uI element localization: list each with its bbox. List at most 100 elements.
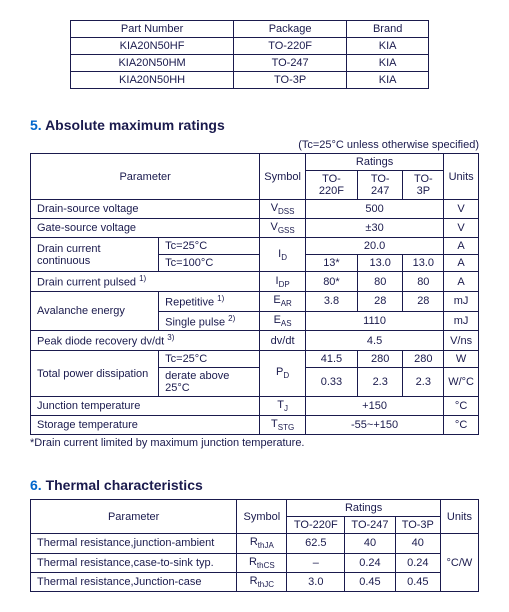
col-part: Part Number: [71, 21, 234, 38]
cell: 3.0: [287, 572, 345, 591]
cell: 20.0: [305, 238, 443, 255]
cell: Peak diode recovery dv/dt 3): [31, 331, 260, 351]
table-row: KIA20N50HH TO-3P KIA: [71, 72, 429, 89]
cell: W: [444, 351, 479, 368]
cell: -55~+150: [305, 416, 443, 435]
cell: 3.8: [305, 292, 357, 312]
cell: Total power dissipation: [31, 351, 159, 397]
cell: °C/W: [440, 534, 478, 592]
cell: Drain current continuous: [31, 238, 159, 272]
cell: KIA: [347, 38, 429, 55]
cell: 2.3: [357, 368, 402, 397]
parts-table: Part Number Package Brand KIA20N50HF TO-…: [70, 20, 429, 89]
table-row: Part Number Package Brand: [71, 21, 429, 38]
cell: A: [444, 238, 479, 255]
hdr-sub: TO-3P: [403, 171, 444, 200]
table-row: Parameter Symbol Ratings Units: [31, 500, 479, 517]
table-row: Parameter Symbol Ratings Units: [31, 154, 479, 171]
section5-text: Absolute maximum ratings: [45, 117, 225, 133]
col-brand: Brand: [347, 21, 429, 38]
table-row: Drain current pulsed 1) IDP 80* 80 80 A: [31, 272, 479, 292]
cell: Storage temperature: [31, 416, 260, 435]
cell: VDSS: [260, 200, 306, 219]
cell: Thermal resistance,Junction-case: [31, 572, 237, 591]
hdr-units: Units: [440, 500, 478, 534]
table-row: Junction temperature TJ +150 °C: [31, 397, 479, 416]
cell: KIA: [347, 55, 429, 72]
cell: Junction temperature: [31, 397, 260, 416]
cell: Tc=100°C: [159, 255, 260, 272]
section6-title: 6. Thermal characteristics: [30, 477, 479, 493]
hdr-ratings: Ratings: [305, 154, 443, 171]
cell: A: [444, 272, 479, 292]
cell: PD: [260, 351, 306, 397]
cell: Drain-source voltage: [31, 200, 260, 219]
cell: Thermal resistance,junction-ambient: [31, 534, 237, 553]
cell: 13*: [305, 255, 357, 272]
thermal-table: Parameter Symbol Ratings Units TO-220F T…: [30, 499, 479, 592]
cell: ID: [260, 238, 306, 272]
hdr-sub: TO-220F: [305, 171, 357, 200]
cell: V: [444, 200, 479, 219]
cell: VGSS: [260, 219, 306, 238]
section5-title: 5. Absolute maximum ratings: [30, 117, 479, 133]
table-row: Peak diode recovery dv/dt 3) dv/dt 4.5 V…: [31, 331, 479, 351]
cell: TJ: [260, 397, 306, 416]
hdr-param: Parameter: [31, 154, 260, 200]
cell: Tc=25°C: [159, 238, 260, 255]
cell: ±30: [305, 219, 443, 238]
cell: V/ns: [444, 331, 479, 351]
table-row: Thermal resistance,case-to-sink typ. Rth…: [31, 553, 479, 572]
cell: 1110: [305, 311, 443, 331]
table-row: Gate-source voltage VGSS ±30 V: [31, 219, 479, 238]
col-package: Package: [234, 21, 347, 38]
cell: 28: [403, 292, 444, 312]
table-row: Avalanche energy Repetitive 1) EAR 3.8 2…: [31, 292, 479, 312]
cell: 4.5: [305, 331, 443, 351]
cell: +150: [305, 397, 443, 416]
cell: 0.33: [305, 368, 357, 397]
cell: EAR: [260, 292, 306, 312]
hdr-sub: TO-247: [357, 171, 402, 200]
cell: IDP: [260, 272, 306, 292]
table-row: KIA20N50HM TO-247 KIA: [71, 55, 429, 72]
cell: 13.0: [403, 255, 444, 272]
table-row: Storage temperature TSTG -55~+150 °C: [31, 416, 479, 435]
cell: TO-3P: [234, 72, 347, 89]
cell: Thermal resistance,case-to-sink typ.: [31, 553, 237, 572]
cell: KIA20N50HH: [71, 72, 234, 89]
cell: mJ: [444, 311, 479, 331]
cell: RthJA: [237, 534, 287, 553]
cell: Avalanche energy: [31, 292, 159, 331]
hdr-symbol: Symbol: [237, 500, 287, 534]
cell: 0.24: [395, 553, 440, 572]
hdr-ratings: Ratings: [287, 500, 441, 517]
cell: °C: [444, 397, 479, 416]
hdr-sub: TO-3P: [395, 517, 440, 534]
cell: RthJC: [237, 572, 287, 591]
hdr-symbol: Symbol: [260, 154, 306, 200]
cell: 28: [357, 292, 402, 312]
cell: Single pulse 2): [159, 311, 260, 331]
table-row: KIA20N50HF TO-220F KIA: [71, 38, 429, 55]
cell: RthCS: [237, 553, 287, 572]
section5-footnote: *Drain current limited by maximum juncti…: [30, 437, 479, 449]
section6-num: 6.: [30, 477, 42, 493]
cell: 500: [305, 200, 443, 219]
cell: 2.3: [403, 368, 444, 397]
hdr-sub: TO-247: [345, 517, 396, 534]
cell: KIA: [347, 72, 429, 89]
table-row: Drain current continuous Tc=25°C ID 20.0…: [31, 238, 479, 255]
ratings-table: Parameter Symbol Ratings Units TO-220F T…: [30, 153, 479, 435]
cell: 280: [403, 351, 444, 368]
cell: TSTG: [260, 416, 306, 435]
cell: 41.5: [305, 351, 357, 368]
cell: 80*: [305, 272, 357, 292]
hdr-param: Parameter: [31, 500, 237, 534]
cell: –: [287, 553, 345, 572]
table-row: Thermal resistance,junction-ambient RthJ…: [31, 534, 479, 553]
section6-text: Thermal characteristics: [46, 477, 203, 493]
cell: A: [444, 255, 479, 272]
hdr-sub: TO-220F: [287, 517, 345, 534]
cell: KIA20N50HM: [71, 55, 234, 72]
